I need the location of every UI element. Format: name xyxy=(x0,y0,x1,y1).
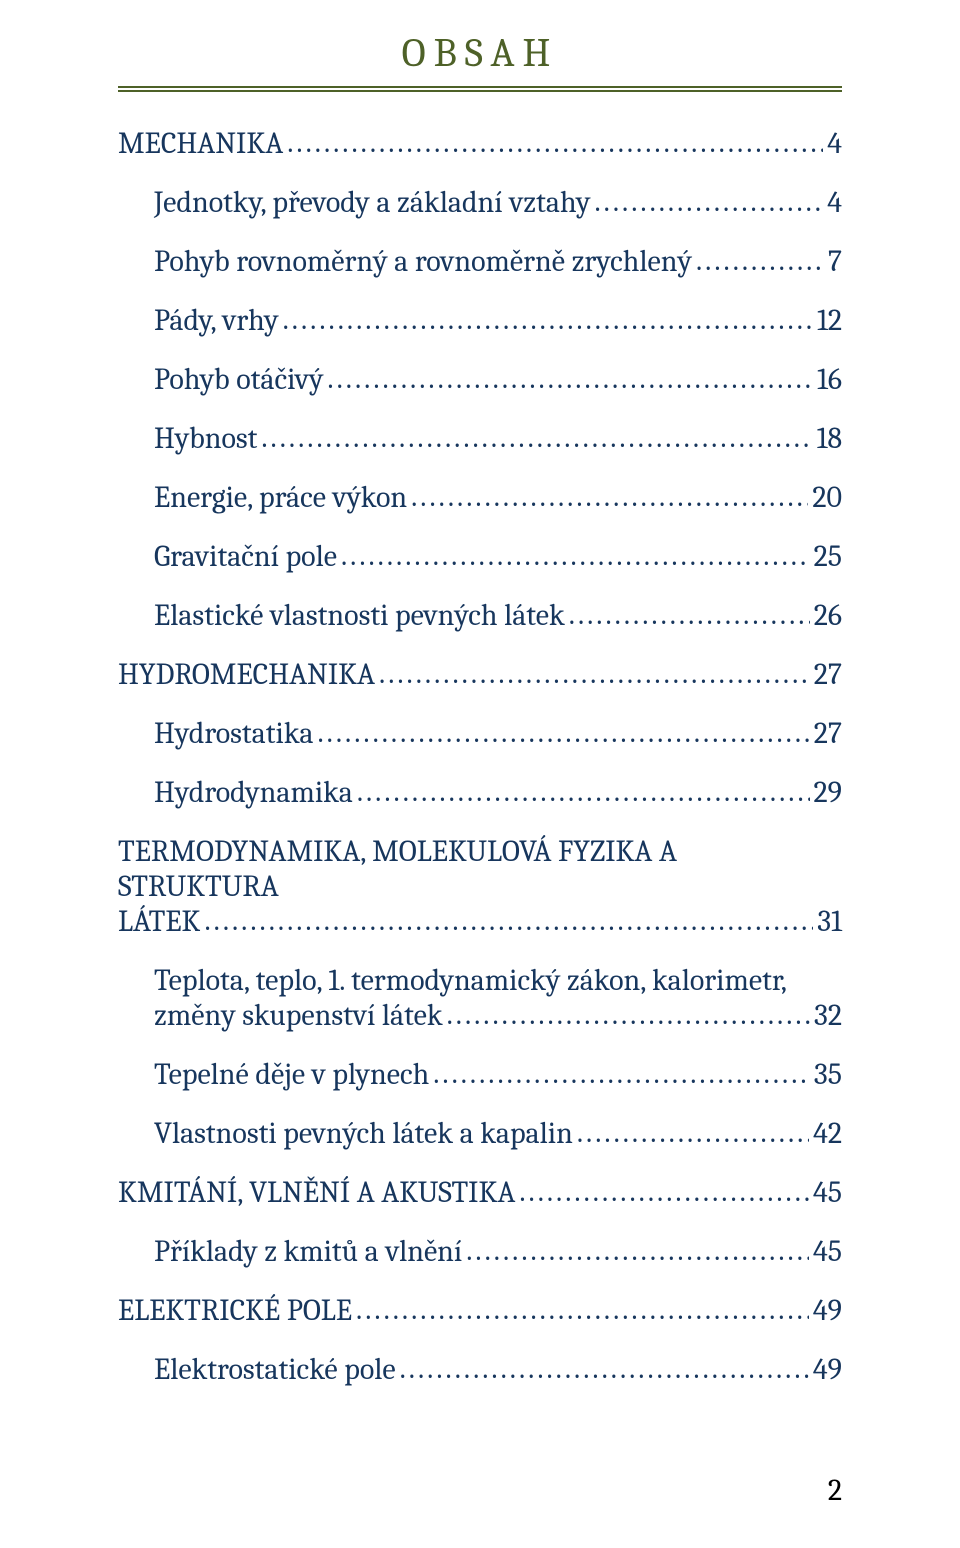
toc-page: 26 xyxy=(814,598,842,633)
toc-leader xyxy=(400,1351,809,1386)
toc-leader xyxy=(356,1292,809,1327)
toc-row: změny skupenství látek 32 xyxy=(154,998,842,1033)
footer-page-number: 2 xyxy=(828,1473,842,1508)
toc-label: Elastické vlastnosti pevných látek xyxy=(154,598,565,633)
toc-leader xyxy=(411,479,808,514)
toc-page: 32 xyxy=(814,998,842,1033)
toc-leader xyxy=(283,302,813,337)
toc-entry: Vlastnosti pevných látek a kapalin 42 xyxy=(154,1116,842,1151)
toc-leader xyxy=(466,1233,809,1268)
toc-label: Pohyb otáčivý xyxy=(154,362,323,397)
title-block: OBSAH xyxy=(118,30,842,92)
toc-leader xyxy=(447,997,810,1032)
toc-entry: KMITÁNÍ, VLNĚNÍ A AKUSTIKA 45 xyxy=(118,1175,842,1210)
page-title: OBSAH xyxy=(402,30,559,82)
toc-leader xyxy=(341,538,810,573)
toc-page: 29 xyxy=(814,775,843,810)
toc-leader xyxy=(357,774,810,809)
toc-entry: Gravitační pole 25 xyxy=(154,539,842,574)
toc-entry: Hybnost 18 xyxy=(154,421,842,456)
toc-entry: Elastické vlastnosti pevných látek 26 xyxy=(154,598,842,633)
toc-label: KMITÁNÍ, VLNĚNÍ A AKUSTIKA xyxy=(118,1175,515,1210)
toc-entry: Příklady z kmitů a vlnění 45 xyxy=(154,1234,842,1269)
toc-label: Gravitační pole xyxy=(154,539,337,574)
toc-entry: MECHANIKA 4 xyxy=(118,126,842,161)
toc-page: 20 xyxy=(812,480,842,515)
toc-page: 49 xyxy=(813,1352,842,1387)
toc-label: změny skupenství látek xyxy=(154,998,443,1033)
toc-page: 7 xyxy=(828,244,842,279)
toc-label: Hydrostatika xyxy=(154,716,313,751)
toc-label: Tepelné děje v plynech xyxy=(154,1057,429,1092)
toc-entry: Energie, práce výkon 20 xyxy=(154,480,842,515)
toc-label: Vlastnosti pevných látek a kapalin xyxy=(154,1116,573,1151)
toc-entry: Elektrostatické pole 49 xyxy=(154,1352,842,1387)
toc-label: TERMODYNAMIKA, MOLEKULOVÁ FYZIKA A STRUK… xyxy=(118,834,842,904)
toc-page: 49 xyxy=(813,1293,842,1328)
toc-label: Jednotky, převody a základní vztahy xyxy=(154,185,590,220)
toc-page: 4 xyxy=(827,126,842,161)
toc-page: 45 xyxy=(813,1175,842,1210)
toc-label: HYDROMECHANIKA xyxy=(118,657,375,692)
toc-leader xyxy=(261,420,812,455)
toc-leader xyxy=(594,184,823,219)
title-rule xyxy=(118,86,842,92)
toc-page: 16 xyxy=(817,362,842,397)
toc-entry: Teplota, teplo, 1. termodynamický zákon,… xyxy=(154,963,842,1033)
toc-row: LÁTEK 31 xyxy=(118,904,842,939)
toc-leader xyxy=(379,656,810,691)
toc-page: 35 xyxy=(814,1057,842,1092)
toc-entry: ELEKTRICKÉ POLE 49 xyxy=(118,1293,842,1328)
toc-entry: Pohyb rovnoměrný a rovnoměrně zrychlený 7 xyxy=(154,244,842,279)
toc-leader xyxy=(696,243,824,278)
toc-page: 27 xyxy=(814,716,842,751)
toc-leader xyxy=(577,1115,809,1150)
toc-entry: Hydrostatika 27 xyxy=(154,716,842,751)
toc-label: Elektrostatické pole xyxy=(154,1352,396,1387)
toc-page: 42 xyxy=(813,1116,842,1151)
toc-leader xyxy=(287,125,823,160)
toc-leader xyxy=(317,715,809,750)
toc-entry: Hydrodynamika 29 xyxy=(154,775,842,810)
toc-entry: Jednotky, převody a základní vztahy 4 xyxy=(154,185,842,220)
table-of-contents: MECHANIKA4Jednotky, převody a základní v… xyxy=(118,126,842,1387)
toc-label: Příklady z kmitů a vlnění xyxy=(154,1234,462,1269)
toc-label: Energie, práce výkon xyxy=(154,480,407,515)
toc-label: Teplota, teplo, 1. termodynamický zákon,… xyxy=(154,963,842,998)
toc-label: Pohyb rovnoměrný a rovnoměrně zrychlený xyxy=(154,244,692,279)
toc-leader xyxy=(519,1174,809,1209)
toc-page: 45 xyxy=(813,1234,842,1269)
toc-entry: Pohyb otáčivý 16 xyxy=(154,362,842,397)
toc-label: ELEKTRICKÉ POLE xyxy=(118,1293,352,1328)
toc-page: 4 xyxy=(827,185,842,220)
toc-leader xyxy=(569,597,810,632)
toc-label: Hybnost xyxy=(154,421,257,456)
toc-label: LÁTEK xyxy=(118,904,200,939)
toc-entry: Pády, vrhy 12 xyxy=(154,303,842,338)
toc-page: 27 xyxy=(814,657,842,692)
toc-page: 18 xyxy=(817,421,842,456)
toc-page: 31 xyxy=(817,904,842,939)
toc-entry: Tepelné děje v plynech 35 xyxy=(154,1057,842,1092)
toc-leader xyxy=(433,1056,810,1091)
toc-label: Pády, vrhy xyxy=(154,303,279,338)
toc-page: 25 xyxy=(814,539,842,574)
toc-page: 12 xyxy=(817,303,842,338)
toc-entry: HYDROMECHANIKA 27 xyxy=(118,657,842,692)
toc-leader xyxy=(327,361,813,396)
toc-label: MECHANIKA xyxy=(118,126,283,161)
toc-entry: TERMODYNAMIKA, MOLEKULOVÁ FYZIKA A STRUK… xyxy=(118,834,842,939)
toc-label: Hydrodynamika xyxy=(154,775,353,810)
toc-leader xyxy=(204,903,813,938)
